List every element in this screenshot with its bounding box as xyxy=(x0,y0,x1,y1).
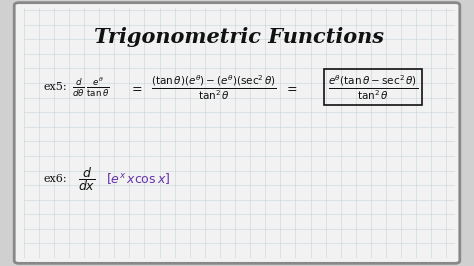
Text: $=$: $=$ xyxy=(129,81,143,94)
Text: ex6:: ex6: xyxy=(43,174,67,184)
Text: $\dfrac{d}{dx}$: $\dfrac{d}{dx}$ xyxy=(78,165,95,193)
Text: $\left[e^{x}\,x\cos x\right]$: $\left[e^{x}\,x\cos x\right]$ xyxy=(106,171,170,186)
Text: $\dfrac{e^{\theta}(\tan\theta - \sec^{2}\theta)}{\tan^{2}\theta}$: $\dfrac{e^{\theta}(\tan\theta - \sec^{2}… xyxy=(328,73,418,102)
Text: $=$: $=$ xyxy=(284,81,298,94)
Text: Trigonometric Functions: Trigonometric Functions xyxy=(94,27,384,47)
Text: ex5:: ex5: xyxy=(43,82,67,92)
Text: $\dfrac{(\tan\theta)(e^{\theta}) - (e^{\theta})(\sec^{2}\theta)}{\tan^{2}\theta}: $\dfrac{(\tan\theta)(e^{\theta}) - (e^{\… xyxy=(151,73,276,102)
Text: $\frac{d}{d\theta}\,\frac{e^{\theta}}{\tan\theta}$: $\frac{d}{d\theta}\,\frac{e^{\theta}}{\t… xyxy=(72,76,109,99)
